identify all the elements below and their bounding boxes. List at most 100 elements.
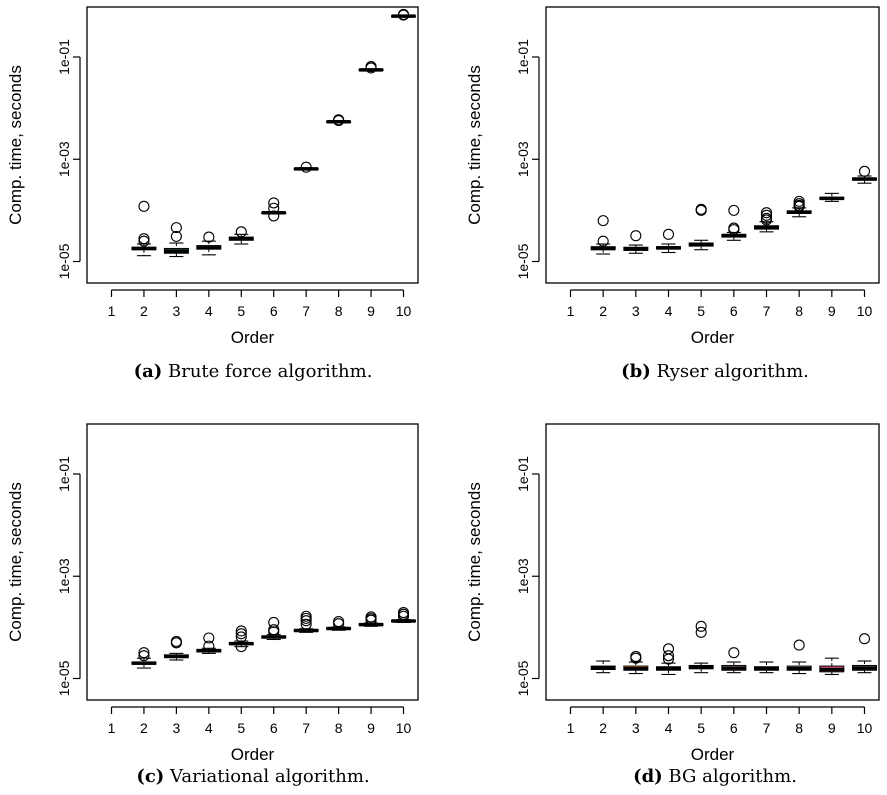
- outlier-point: [630, 230, 642, 242]
- box-order-4: [656, 643, 681, 676]
- x-tick-label: 5: [697, 720, 705, 736]
- x-tick-label: 10: [857, 303, 873, 319]
- figure-caption: (c) Variational algorithm.: [136, 766, 369, 787]
- x-tick-label: 9: [367, 303, 375, 319]
- x-tick-label: 1: [567, 303, 575, 319]
- x-tick-label: 8: [335, 303, 343, 319]
- outlier-point: [138, 650, 150, 662]
- outlier-point: [793, 639, 805, 651]
- x-tick-label: 8: [795, 720, 803, 736]
- x-tick-label: 10: [857, 720, 873, 736]
- outlier-point: [300, 618, 312, 630]
- outlier-point: [300, 161, 312, 173]
- x-axis-label: Order: [231, 745, 275, 764]
- x-tick-label: 5: [697, 303, 705, 319]
- box-order-2: [590, 215, 616, 255]
- outlier-point: [268, 197, 280, 209]
- caption-tag: (c): [136, 766, 164, 787]
- box-order-9: [819, 657, 845, 676]
- x-tick-label: 5: [237, 303, 245, 319]
- box-order-5: [688, 203, 714, 251]
- outlier-point: [138, 647, 150, 659]
- outlier-point: [235, 625, 247, 637]
- x-tick-label: 6: [270, 720, 278, 736]
- plot-frame: [86, 6, 419, 284]
- outlier-point: [170, 222, 182, 234]
- x-tick-label: 3: [632, 720, 640, 736]
- x-tick-label: 8: [335, 720, 343, 736]
- x-tick-label: 7: [302, 720, 310, 736]
- outlier-point: [268, 616, 280, 628]
- y-tick-label: 1e-05: [515, 660, 531, 696]
- outlier-point: [203, 632, 215, 644]
- chart-panel-1: 1e-05 1e-03 1e-01 1 2 3 4 5 6 7 8 9 10 Order Comp. tim…: [6, 6, 419, 382]
- outlier-point: [662, 228, 675, 240]
- outlier-point: [268, 210, 280, 222]
- box-order-3: [623, 650, 649, 675]
- box-order-6: [261, 616, 287, 641]
- y-tick-label: 1e-01: [56, 39, 72, 75]
- box-order-5: [228, 625, 254, 653]
- y-axis-label: Comp. time, seconds: [6, 65, 25, 225]
- x-tick-label: 7: [763, 720, 771, 736]
- x-tick-label: 9: [828, 303, 836, 319]
- outlier-point: [138, 233, 150, 245]
- caption-text: Brute force algorithm.: [168, 361, 372, 382]
- figure-caption: (b) Ryser algorithm.: [621, 361, 809, 382]
- outlier-point: [333, 615, 345, 628]
- box-order-9: [358, 61, 384, 74]
- outlier-point: [760, 209, 773, 221]
- outlier-point: [760, 214, 773, 226]
- y-tick-label: 1e-03: [515, 558, 531, 594]
- x-axis-label: Order: [691, 328, 735, 347]
- outlier-point: [597, 215, 609, 227]
- outlier-point: [138, 235, 150, 247]
- box-order-3: [623, 230, 649, 254]
- y-tick-label: 1e-05: [515, 243, 531, 279]
- caption-tag: (d): [633, 766, 663, 787]
- y-tick-label: 1e-05: [56, 660, 72, 696]
- box-order-8: [326, 114, 352, 127]
- x-tick-label: 10: [396, 720, 412, 736]
- x-tick-label: 4: [665, 720, 673, 736]
- y-axis-label: Comp. time, seconds: [6, 482, 25, 642]
- x-tick-label: 1: [108, 720, 116, 736]
- y-tick-label: 1e-01: [515, 456, 531, 492]
- box-order-9: [358, 611, 384, 627]
- caption-tag: (b): [621, 361, 651, 382]
- y-tick-label: 1e-05: [56, 243, 72, 279]
- x-tick-label: 7: [763, 303, 771, 319]
- outlier-point: [858, 633, 871, 645]
- outlier-point: [728, 224, 740, 236]
- x-axis-label: Order: [691, 745, 735, 764]
- outlier-point: [300, 612, 312, 624]
- box-order-2: [131, 200, 157, 257]
- chart-panel-3: 1e-05 1e-03 1e-01 1 2 3 4 5 6 7 8 9 10 Order Comp. tim…: [6, 423, 419, 787]
- x-tick-label: 3: [632, 303, 640, 319]
- outlier-point: [858, 165, 871, 177]
- outlier-point: [728, 647, 740, 659]
- x-tick-label: 1: [108, 303, 116, 319]
- box-order-9: [819, 192, 845, 202]
- outlier-point: [793, 200, 805, 212]
- outlier-point: [728, 204, 740, 216]
- y-tick-label: 1e-01: [515, 39, 531, 75]
- plot-frame: [86, 423, 419, 701]
- chart-panel-2: 1e-05 1e-03 1e-01 1 2 3 4 5 6 7 8 9 10 Order Comp. tim…: [465, 6, 880, 382]
- caption-tag: (a): [134, 361, 163, 382]
- x-tick-label: 2: [599, 720, 607, 736]
- box-order-5: [228, 226, 254, 245]
- box-order-10: [391, 8, 416, 21]
- box-order-7: [293, 161, 319, 173]
- caption-text: Variational algorithm.: [169, 766, 370, 787]
- outlier-point: [695, 203, 707, 215]
- figure-caption: (d) BG algorithm.: [633, 766, 797, 787]
- box-order-4: [656, 228, 681, 254]
- outlier-point: [397, 610, 410, 622]
- box-order-10: [852, 165, 877, 184]
- box-order-2: [131, 647, 157, 669]
- outlier-point: [235, 226, 247, 238]
- outlier-point: [695, 620, 707, 632]
- outlier-point: [365, 614, 377, 626]
